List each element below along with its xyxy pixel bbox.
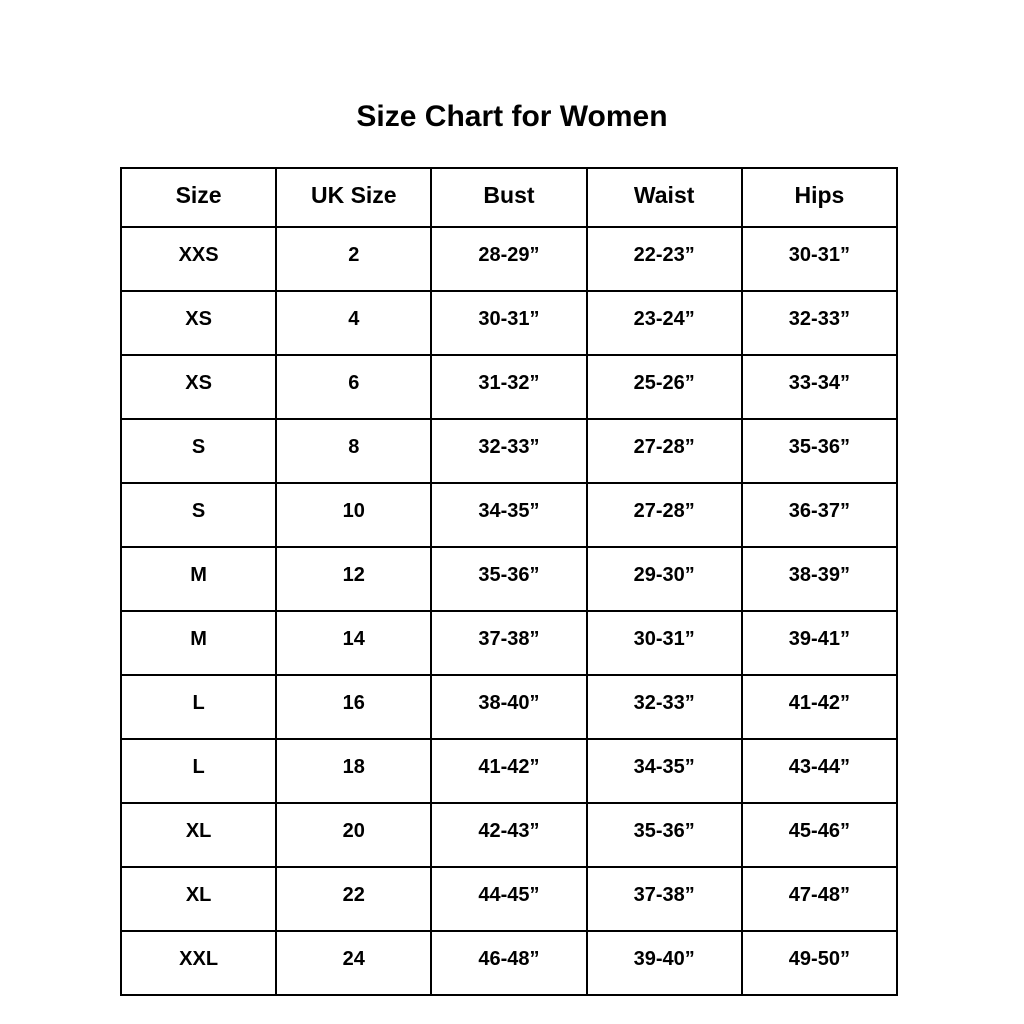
cell-waist: 32-33” bbox=[585, 674, 743, 740]
cell-uk-size: 14 bbox=[275, 610, 433, 676]
cell-hips: 41-42” bbox=[740, 674, 899, 740]
table-row: XL 22 44-45” 37-38” 47-48” bbox=[119, 866, 899, 932]
cell-hips: 36-37” bbox=[740, 482, 899, 548]
cell-waist: 39-40” bbox=[585, 930, 743, 996]
cell-hips: 43-44” bbox=[740, 738, 899, 804]
cell-bust: 35-36” bbox=[430, 546, 588, 612]
cell-size: XXS bbox=[119, 226, 278, 292]
cell-hips: 33-34” bbox=[740, 354, 899, 420]
cell-hips: 38-39” bbox=[740, 546, 899, 612]
cell-size: S bbox=[119, 418, 278, 484]
cell-bust: 30-31” bbox=[430, 290, 588, 356]
cell-size: L bbox=[119, 738, 278, 804]
cell-uk-size: 16 bbox=[275, 674, 433, 740]
cell-waist: 29-30” bbox=[585, 546, 743, 612]
cell-hips: 47-48” bbox=[740, 866, 899, 932]
cell-bust: 42-43” bbox=[430, 802, 588, 868]
cell-waist: 35-36” bbox=[585, 802, 743, 868]
cell-uk-size: 22 bbox=[275, 866, 433, 932]
table-row: M 12 35-36” 29-30” 38-39” bbox=[119, 546, 899, 612]
cell-size: XL bbox=[119, 802, 278, 868]
cell-waist: 37-38” bbox=[585, 866, 743, 932]
table-row: L 18 41-42” 34-35” 43-44” bbox=[119, 738, 899, 804]
cell-waist: 30-31” bbox=[585, 610, 743, 676]
cell-size: XS bbox=[119, 290, 278, 356]
cell-hips: 30-31” bbox=[740, 226, 899, 292]
cell-size: XL bbox=[119, 866, 278, 932]
cell-uk-size: 24 bbox=[275, 930, 433, 996]
cell-size: M bbox=[119, 546, 278, 612]
cell-size: S bbox=[119, 482, 278, 548]
cell-bust: 37-38” bbox=[430, 610, 588, 676]
table-row: XXS 2 28-29” 22-23” 30-31” bbox=[119, 226, 899, 292]
size-chart-header: Size UK Size Bust Waist Hips bbox=[119, 167, 899, 228]
cell-bust: 46-48” bbox=[430, 930, 588, 996]
cell-uk-size: 20 bbox=[275, 802, 433, 868]
cell-size: XS bbox=[119, 354, 278, 420]
cell-waist: 34-35” bbox=[585, 738, 743, 804]
cell-hips: 45-46” bbox=[740, 802, 899, 868]
table-row: L 16 38-40” 32-33” 41-42” bbox=[119, 674, 899, 740]
cell-size: XXL bbox=[119, 930, 278, 996]
column-header-hips: Hips bbox=[740, 167, 899, 228]
cell-hips: 32-33” bbox=[740, 290, 899, 356]
table-row: XS 6 31-32” 25-26” 33-34” bbox=[119, 354, 899, 420]
cell-uk-size: 4 bbox=[275, 290, 433, 356]
cell-uk-size: 2 bbox=[275, 226, 433, 292]
table-row: S 10 34-35” 27-28” 36-37” bbox=[119, 482, 899, 548]
column-header-waist: Waist bbox=[585, 167, 743, 228]
table-row: S 8 32-33” 27-28” 35-36” bbox=[119, 418, 899, 484]
cell-bust: 31-32” bbox=[430, 354, 588, 420]
table-row: XL 20 42-43” 35-36” 45-46” bbox=[119, 802, 899, 868]
cell-waist: 23-24” bbox=[585, 290, 743, 356]
cell-hips: 39-41” bbox=[740, 610, 899, 676]
cell-uk-size: 18 bbox=[275, 738, 433, 804]
cell-uk-size: 6 bbox=[275, 354, 433, 420]
cell-waist: 27-28” bbox=[585, 482, 743, 548]
cell-bust: 38-40” bbox=[430, 674, 588, 740]
column-header-uk-size: UK Size bbox=[275, 167, 433, 228]
table-row: M 14 37-38” 30-31” 39-41” bbox=[119, 610, 899, 676]
cell-uk-size: 8 bbox=[275, 418, 433, 484]
cell-hips: 35-36” bbox=[740, 418, 899, 484]
cell-uk-size: 12 bbox=[275, 546, 433, 612]
cell-waist: 22-23” bbox=[585, 226, 743, 292]
column-header-bust: Bust bbox=[430, 167, 588, 228]
cell-bust: 41-42” bbox=[430, 738, 588, 804]
cell-bust: 28-29” bbox=[430, 226, 588, 292]
table-row: XXL 24 46-48” 39-40” 49-50” bbox=[119, 930, 899, 996]
cell-waist: 25-26” bbox=[585, 354, 743, 420]
cell-waist: 27-28” bbox=[585, 418, 743, 484]
size-chart-table: Size UK Size Bust Waist Hips XXS 2 28-29” 2… bbox=[119, 167, 899, 996]
size-chart-body: XXS 2 28-29” 22-23” 30-31” XS 4 30-31” 23-24” 32-… bbox=[119, 226, 899, 996]
page-title: Size Chart for Women bbox=[356, 100, 668, 133]
cell-size: L bbox=[119, 674, 278, 740]
header-row: Size UK Size Bust Waist Hips bbox=[119, 167, 899, 228]
cell-uk-size: 10 bbox=[275, 482, 433, 548]
cell-hips: 49-50” bbox=[740, 930, 899, 996]
cell-size: M bbox=[119, 610, 278, 676]
cell-bust: 32-33” bbox=[430, 418, 588, 484]
column-header-size: Size bbox=[119, 167, 278, 228]
cell-bust: 44-45” bbox=[430, 866, 588, 932]
cell-bust: 34-35” bbox=[430, 482, 588, 548]
table-row: XS 4 30-31” 23-24” 32-33” bbox=[119, 290, 899, 356]
